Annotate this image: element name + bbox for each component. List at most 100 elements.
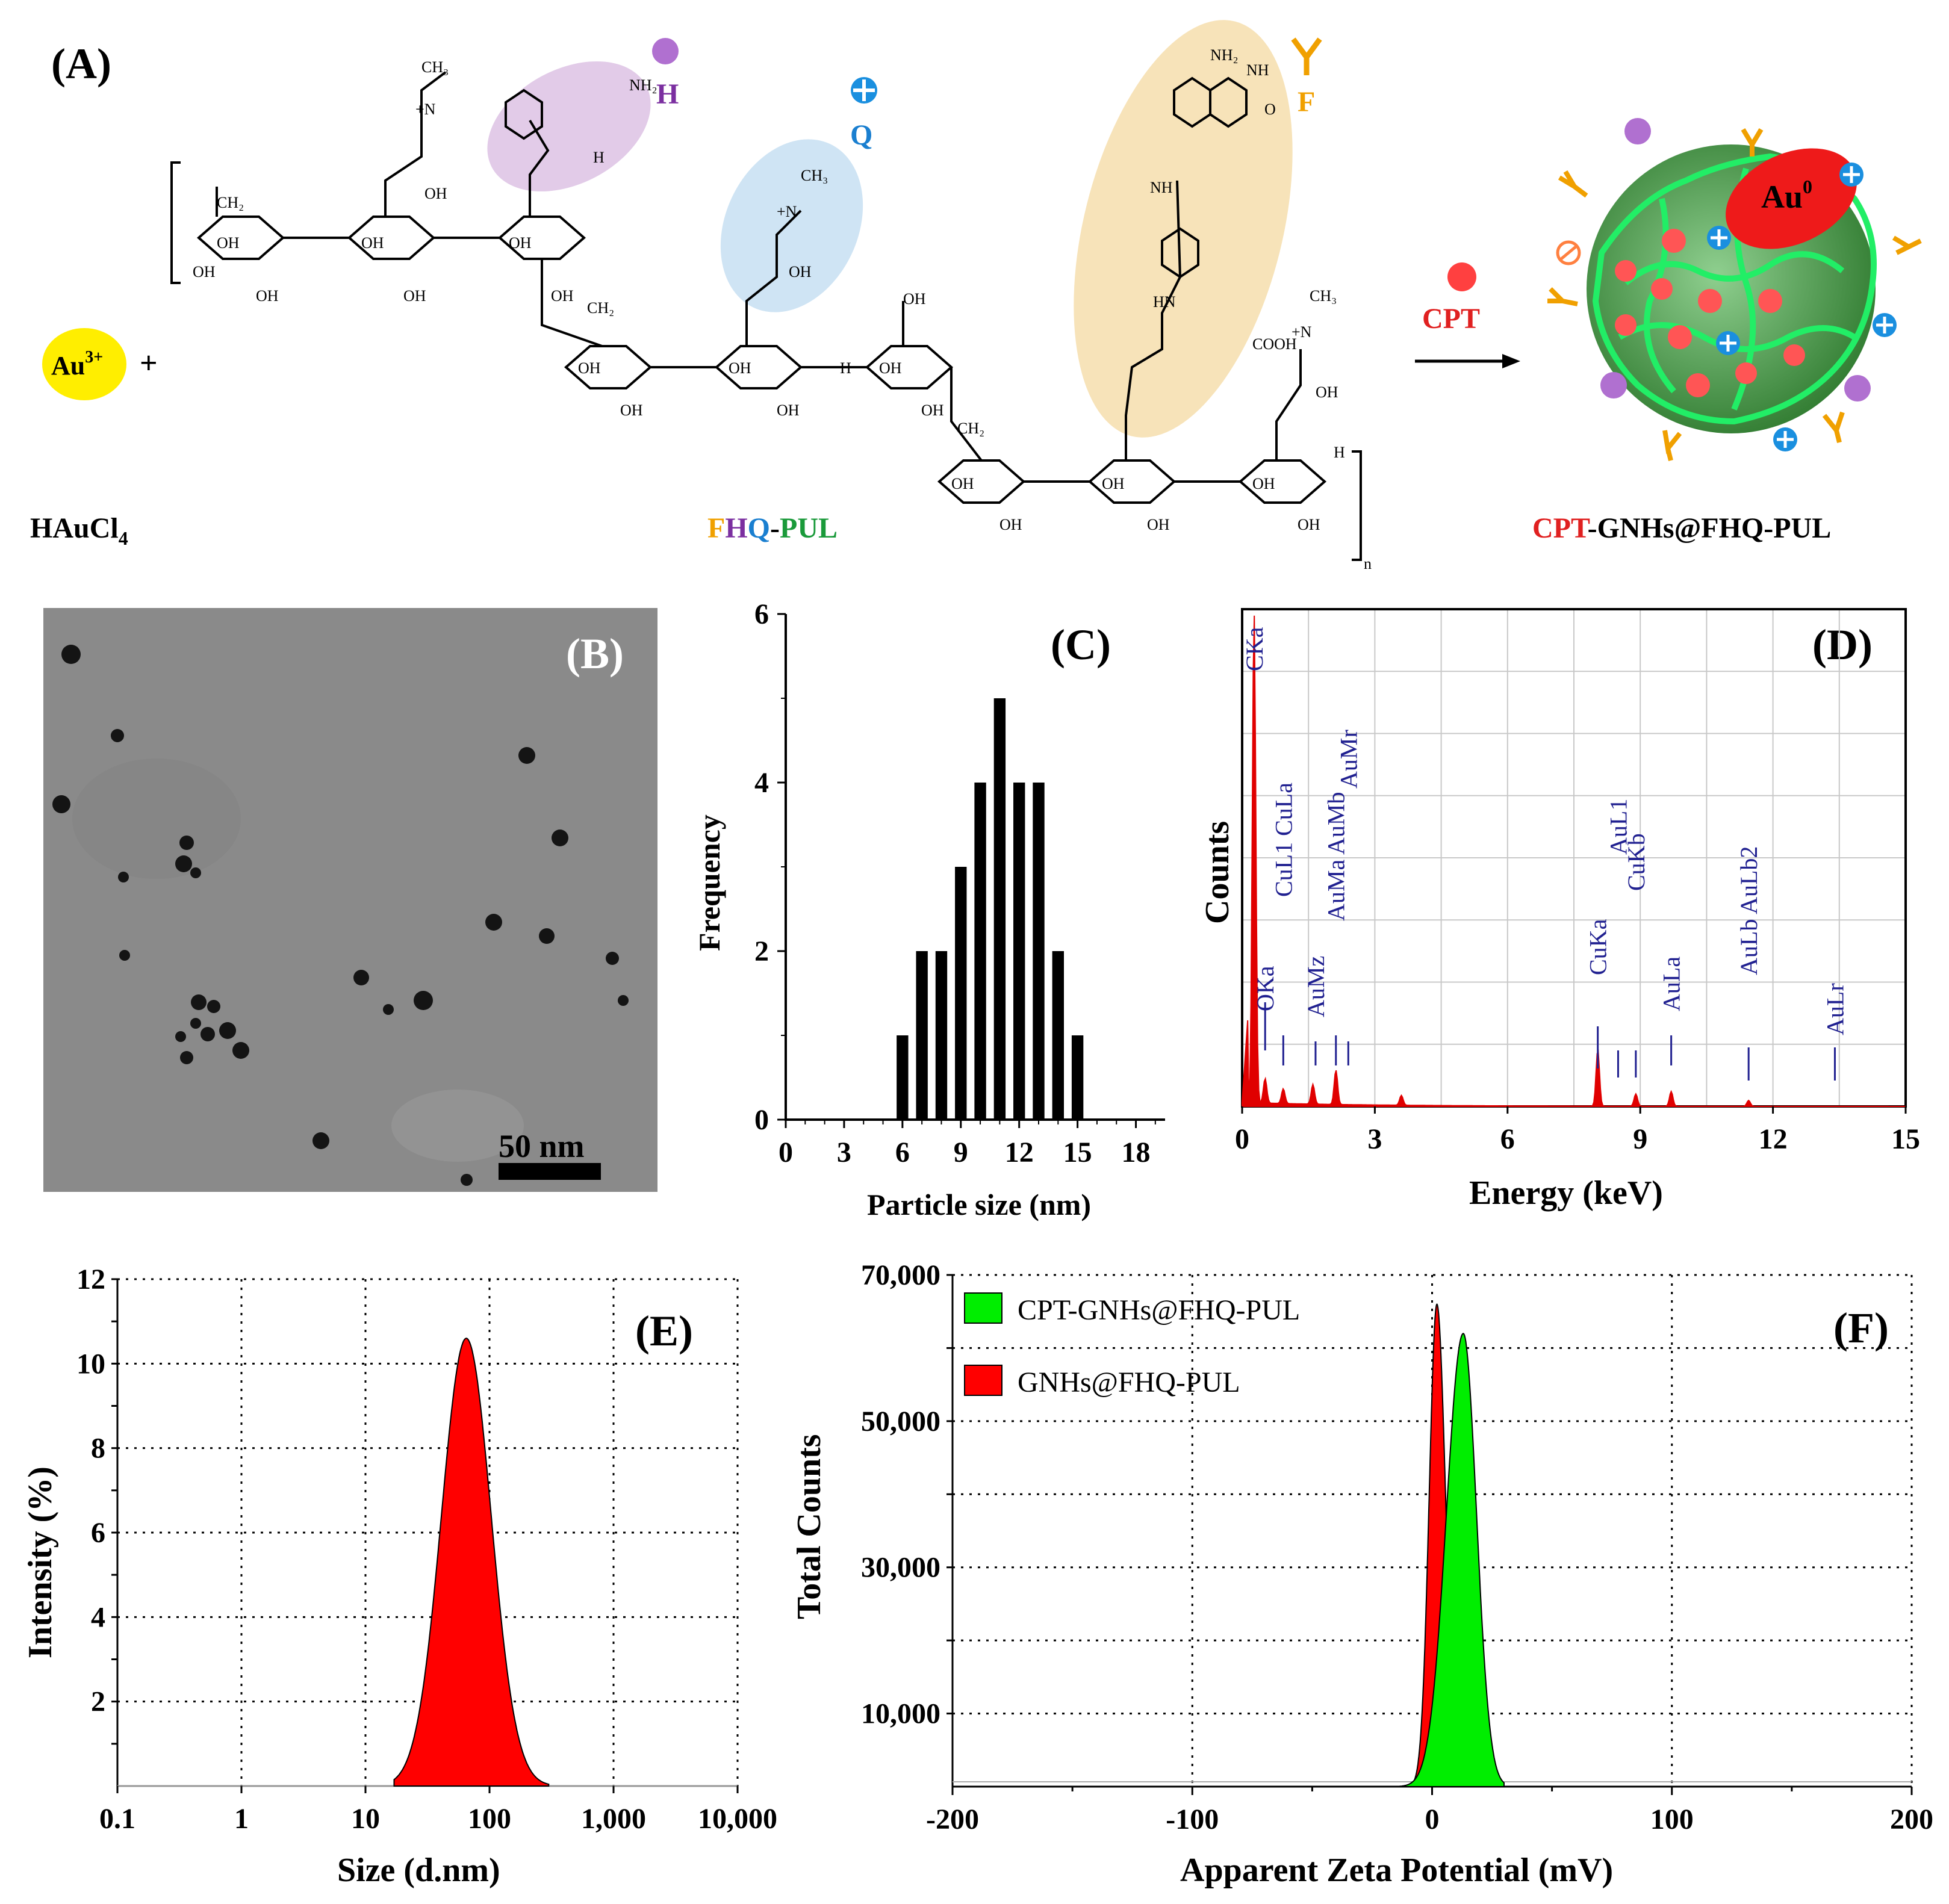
q-marker-plus bbox=[853, 79, 875, 101]
svg-text:OH: OH bbox=[361, 234, 384, 252]
svg-text:HN: HN bbox=[1153, 293, 1176, 311]
tem-background-patch bbox=[72, 758, 241, 879]
c-bar bbox=[993, 698, 1006, 1120]
c-y-axis-title: Frequency bbox=[692, 814, 726, 951]
c-x-tick-label: 6 bbox=[895, 1137, 910, 1168]
e-y-tick-label: 2 bbox=[91, 1686, 105, 1718]
h-surface-icons bbox=[1600, 118, 1871, 402]
c-y-tick-label: 4 bbox=[754, 767, 769, 799]
e-y-axis-title: Intensity (%) bbox=[22, 1466, 59, 1658]
svg-text:+N: +N bbox=[415, 101, 436, 118]
au3-ellipse bbox=[42, 328, 126, 400]
panel-b-label: (B) bbox=[566, 630, 624, 678]
c-y-tick-label: 0 bbox=[754, 1104, 769, 1136]
c-bar bbox=[897, 1035, 909, 1120]
svg-text:O: O bbox=[1264, 101, 1276, 118]
svg-text:H: H bbox=[840, 359, 851, 377]
scale-bar bbox=[499, 1163, 601, 1180]
svg-text:OH: OH bbox=[1298, 516, 1320, 533]
d-x-tick-label: 15 bbox=[1891, 1123, 1920, 1155]
svg-text:OH: OH bbox=[424, 185, 447, 202]
tem-image bbox=[43, 608, 657, 1192]
e-x-tick-label: 10,000 bbox=[698, 1803, 777, 1835]
h-marker-icon bbox=[652, 38, 679, 64]
f-y-tick-label: 10,000 bbox=[861, 1698, 940, 1730]
f-marker-label: F bbox=[1298, 86, 1315, 118]
svg-text:OH: OH bbox=[403, 287, 426, 305]
svg-text:OH: OH bbox=[509, 234, 532, 252]
h-marker-label: H bbox=[656, 78, 679, 110]
h-highlight-ellipse bbox=[487, 61, 651, 192]
d-x-tick-label: 3 bbox=[1367, 1123, 1382, 1155]
c-x-tick-label: 9 bbox=[954, 1137, 968, 1168]
svg-text:NH: NH bbox=[1150, 179, 1173, 196]
d-peak-label: CuKb bbox=[1623, 833, 1650, 891]
haucl4-label: HAuCl4 bbox=[30, 512, 128, 549]
c-x-tick-label: 3 bbox=[837, 1137, 851, 1168]
svg-text:OH: OH bbox=[921, 402, 944, 419]
c-x-tick-label: 18 bbox=[1122, 1137, 1151, 1168]
d-peak-label: AuL1 bbox=[1605, 799, 1632, 855]
panel-a-label: (A) bbox=[51, 40, 111, 88]
svg-text:CH₂: CH₂ bbox=[957, 420, 984, 437]
svg-text:+N: +N bbox=[777, 203, 797, 220]
svg-text:OH: OH bbox=[256, 287, 279, 305]
svg-text:OH: OH bbox=[879, 359, 902, 377]
d-x-tick-label: 9 bbox=[1633, 1123, 1647, 1155]
panel-c-label: (C) bbox=[1051, 621, 1111, 669]
d-peak-label: CKa bbox=[1241, 627, 1268, 671]
f-marker-icon bbox=[1291, 37, 1322, 75]
scale-bar-label: 50 nm bbox=[499, 1128, 585, 1164]
d-peak-label: AuMz bbox=[1302, 956, 1329, 1017]
svg-text:+N: +N bbox=[1292, 323, 1312, 341]
panel-c: (C) 0 3 6 9 12 15 18 0 2 4 6 Particle size (nm) Freq… bbox=[692, 598, 1165, 1221]
f-x-tick-label: 0 bbox=[1425, 1803, 1440, 1835]
e-y-tick-label: 8 bbox=[91, 1433, 105, 1465]
svg-text:OH: OH bbox=[551, 287, 574, 305]
au3-text: Au3+ bbox=[51, 348, 103, 380]
svg-text:OH: OH bbox=[1316, 383, 1338, 401]
c-x-tick-label: 0 bbox=[779, 1137, 793, 1168]
cpt-loaded-dots bbox=[1615, 229, 1805, 397]
svg-text:OH: OH bbox=[193, 263, 216, 281]
e-y-tick-label: 12 bbox=[76, 1264, 105, 1295]
svg-text:CH₂: CH₂ bbox=[587, 299, 614, 317]
panel-e: (E) 2 4 6 8 10 12 0.1 1 10 100 1,000 10,000 Size (d.… bbox=[22, 1264, 777, 1889]
panel-d-label: (D) bbox=[1812, 621, 1873, 669]
c-bar bbox=[916, 951, 928, 1120]
svg-text:NH: NH bbox=[1246, 61, 1269, 79]
panel-f: (F) -200 -100 0 100 200 10,000 30,000 50,000 70,… bbox=[791, 1259, 1933, 1889]
svg-text:n: n bbox=[1364, 555, 1372, 572]
e-x-tick-label: 0.1 bbox=[99, 1803, 135, 1835]
c-bar bbox=[1071, 1035, 1084, 1120]
f-x-tick-label: -200 bbox=[926, 1803, 979, 1835]
d-x-tick-label: 0 bbox=[1235, 1123, 1249, 1155]
svg-text:OH: OH bbox=[620, 402, 643, 419]
f-legend-swatch-gnhs bbox=[964, 1365, 1002, 1396]
d-peak-label: CuKa bbox=[1585, 919, 1612, 975]
f-y-tick-label: 50,000 bbox=[861, 1406, 940, 1437]
svg-text:CH₂: CH₂ bbox=[217, 194, 244, 211]
f-x-tick-label: 100 bbox=[1650, 1803, 1694, 1835]
svg-text:OH: OH bbox=[578, 359, 601, 377]
svg-text:OH: OH bbox=[217, 234, 240, 252]
d-x-axis-title: Energy (keV) bbox=[1469, 1174, 1663, 1212]
au0-label: Au0 bbox=[1761, 176, 1812, 215]
f-y-tick-label: 70,000 bbox=[861, 1259, 940, 1291]
f-legend-label-gnhs: GNHs@FHQ-PUL bbox=[1018, 1366, 1240, 1398]
d-y-axis-title: Counts bbox=[1199, 821, 1236, 924]
svg-text:OH: OH bbox=[729, 359, 751, 377]
c-y-tick-label: 2 bbox=[754, 935, 769, 967]
cpt-label: CPT bbox=[1422, 303, 1480, 335]
svg-text:OH: OH bbox=[951, 475, 974, 492]
q-highlight-ellipse bbox=[720, 139, 863, 312]
c-bar bbox=[1052, 951, 1064, 1120]
fhq-pul-structure bbox=[170, 71, 1362, 561]
neg-surface-icon bbox=[1556, 240, 1581, 265]
f-legend-swatch-cpt bbox=[964, 1292, 1002, 1324]
e-x-tick-label: 100 bbox=[468, 1803, 511, 1835]
c-y-tick-label: 6 bbox=[754, 598, 769, 630]
panel-e-label: (E) bbox=[635, 1307, 693, 1355]
